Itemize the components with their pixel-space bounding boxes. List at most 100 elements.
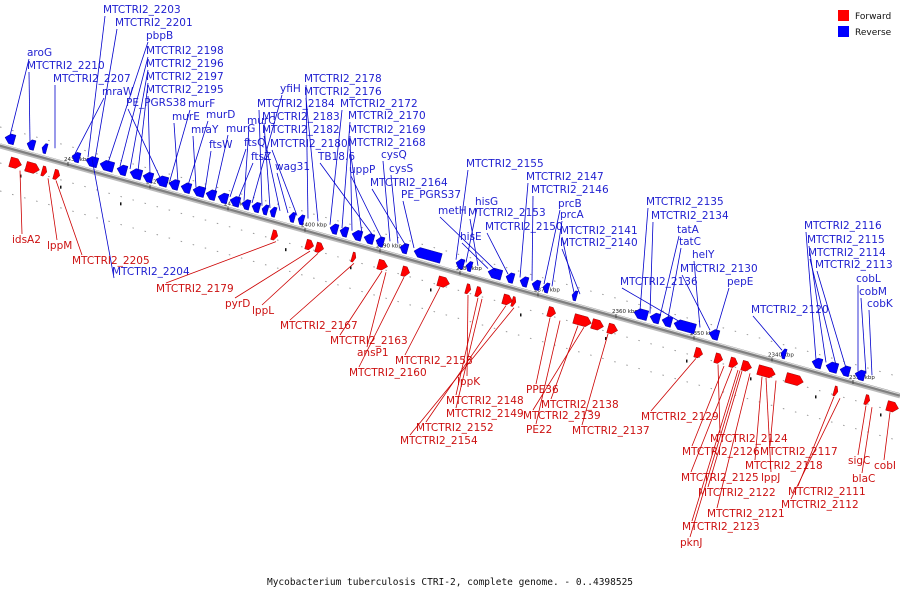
forward-leader: [581, 333, 609, 426]
reverse-leader: [659, 235, 680, 317]
reverse-gene-label: MTCTRI2_2176: [304, 86, 382, 98]
forward-gene: [756, 364, 776, 379]
feature-tick: [686, 359, 688, 363]
forward-gene: [606, 322, 618, 335]
forward-gene: [400, 265, 410, 277]
reverse-leader: [543, 209, 561, 285]
forward-gene: [40, 165, 48, 177]
reverse-gene: [413, 247, 443, 264]
reverse-leader: [681, 274, 711, 331]
forward-gene: [314, 241, 324, 253]
feature-tick: [60, 185, 62, 189]
reverse-leader: [809, 258, 837, 366]
forward-leader: [754, 376, 763, 461]
forward-gene-label: MTCTRI2_2124: [710, 433, 788, 445]
reverse-gene: [261, 204, 270, 216]
forward-leader: [535, 317, 551, 385]
reverse-leader: [868, 309, 873, 376]
reverse-gene-label: MTCTRI2_2203: [103, 4, 181, 16]
reverse-gene: [673, 319, 697, 335]
reverse-gene: [217, 192, 230, 205]
reverse-gene-label: cysQ: [381, 149, 407, 161]
reverse-leader: [551, 220, 563, 287]
reverse-gene: [351, 230, 364, 242]
forward-gene: [784, 372, 804, 386]
axis-tick-label: 2360 kbp: [612, 309, 638, 315]
forward-gene: [8, 156, 22, 169]
forward-leader: [690, 368, 733, 473]
forward-leader: [55, 180, 83, 256]
forward-leader: [366, 272, 387, 348]
forward-leader: [409, 307, 515, 436]
reverse-gene: [399, 243, 410, 255]
reverse-gene: [329, 223, 340, 235]
forward-leader: [358, 277, 405, 368]
forward-gene: [376, 258, 388, 271]
reverse-gene: [505, 272, 516, 284]
reverse-gene-label: MTCTRI2_2130: [680, 263, 758, 275]
forward-gene-label: MTCTRI2_2179: [156, 283, 234, 295]
reverse-leader: [469, 218, 479, 266]
reverse-gene-label: pbpB: [146, 30, 173, 42]
reverse-leader: [371, 188, 407, 246]
axis-tick-label: 2390 kbp: [376, 244, 402, 250]
axis-tick-label: 2350 kbp: [690, 331, 716, 337]
reverse-leader: [147, 95, 151, 175]
reverse-gene: [4, 133, 17, 146]
feature-tick: [120, 202, 122, 206]
reverse-leader: [816, 270, 847, 369]
forward-gene-label: MTCTRI2_2160: [349, 367, 427, 379]
forward-leader: [650, 358, 697, 412]
reverse-gene-label: uppP: [349, 164, 375, 176]
reverse-leader: [187, 120, 209, 186]
reverse-gene-label: PE_PGRS38: [126, 97, 186, 109]
reverse-gene: [519, 276, 530, 288]
reverse-gene: [363, 233, 376, 245]
reverse-leader: [137, 82, 149, 172]
forward-gene-label: MTCTRI2_2149: [446, 408, 524, 420]
reverse-gene-label: MTCTRI2_2210: [27, 60, 105, 72]
reverse-gene: [465, 261, 474, 273]
forward-gene-label: idsA2: [12, 234, 41, 246]
reverse-gene-label: MTCTRI2_2204: [112, 266, 190, 278]
forward-gene-label: ansP1: [357, 347, 389, 359]
reverse-gene-label: mraY: [191, 124, 219, 136]
reverse-gene-label: cobM: [859, 286, 887, 298]
reverse-gene-label: MTCTRI2_2115: [807, 234, 885, 246]
reverse-gene-label: MTCTRI2_2147: [526, 171, 604, 183]
reverse-gene: [839, 365, 852, 378]
forward-gene-label: MTCTRI2_2121: [707, 508, 785, 520]
reverse-leader: [28, 71, 31, 142]
forward-gene-label: MTCTRI2_2138: [541, 399, 619, 411]
reverse-gene-label: MTCTRI2_2116: [804, 220, 882, 232]
reverse-gene-label: wag31: [275, 161, 310, 173]
axis-tick-label: 2400 kbp: [301, 223, 327, 229]
reverse-gene: [571, 290, 579, 302]
reverse-gene-label: MTCTRI2_2183: [262, 111, 340, 123]
forward-leader: [857, 405, 867, 456]
reverse-gene-label: MTCTRI2_2141: [560, 225, 638, 237]
reverse-leader: [349, 148, 363, 234]
reverse-leader: [9, 58, 30, 136]
reverse-leader: [87, 15, 106, 158]
reverse-gene: [811, 357, 824, 370]
reverse-gene: [487, 267, 504, 281]
forward-gene-label: MTCTRI2_2122: [698, 487, 776, 499]
reverse-gene-label: MTCTRI2_2172: [340, 98, 418, 110]
forward-gene: [436, 275, 450, 288]
reverse-gene: [455, 258, 466, 270]
reverse-gene-label: aroG: [27, 47, 52, 59]
forward-leader: [689, 370, 741, 538]
reverse-leader: [455, 169, 469, 260]
reverse-leader: [402, 200, 415, 249]
reverse-gene-label: ftsW: [209, 139, 233, 151]
reverse-gene-label: prcB: [558, 198, 582, 210]
forward-gene-label: blaC: [852, 473, 875, 485]
reverse-leader: [127, 108, 161, 178]
reverse-gene-label: MTCTRI2_2120: [751, 304, 829, 316]
forward-gene-label: MTCTRI2_2112: [781, 499, 859, 511]
reverse-leader: [271, 149, 298, 216]
forward-gene-label: MTCTRI2_2111: [788, 486, 866, 498]
reverse-leader: [621, 287, 681, 323]
